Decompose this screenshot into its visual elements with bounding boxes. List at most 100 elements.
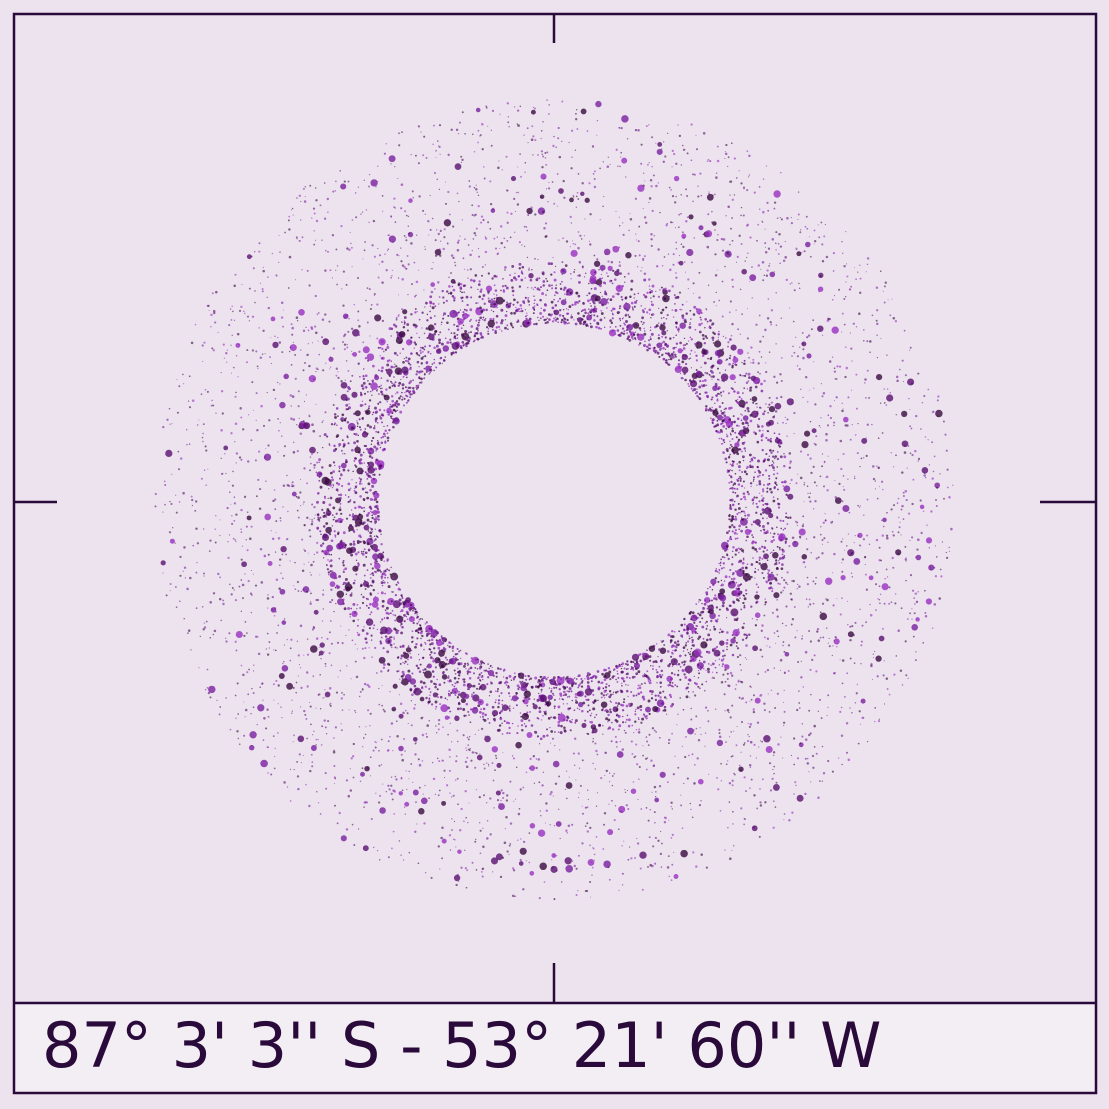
dot	[548, 318, 551, 321]
dot	[893, 673, 896, 676]
dot	[461, 699, 464, 701]
dot	[211, 292, 214, 295]
dot	[459, 662, 463, 666]
dot	[801, 637, 803, 640]
dot	[435, 344, 439, 348]
dot	[386, 368, 393, 376]
dot	[520, 175, 522, 178]
dot	[655, 324, 659, 328]
dot	[611, 295, 615, 298]
dot	[820, 221, 823, 224]
dot	[742, 558, 745, 561]
dot	[549, 726, 551, 729]
dot	[707, 670, 711, 674]
dot	[274, 551, 277, 553]
dot	[378, 569, 381, 572]
dot	[390, 335, 392, 337]
dot	[843, 323, 846, 326]
dot	[731, 653, 735, 657]
dot	[536, 735, 540, 738]
dot	[338, 443, 342, 446]
dot	[399, 410, 403, 414]
dot	[614, 333, 617, 335]
dot	[526, 312, 528, 314]
dot	[396, 253, 399, 257]
dot	[606, 272, 608, 274]
dot	[766, 559, 769, 561]
dot	[423, 367, 426, 370]
dot	[685, 362, 688, 366]
dot	[690, 647, 693, 650]
dot	[666, 330, 669, 332]
dot	[616, 720, 619, 723]
dot	[629, 213, 631, 215]
dot	[765, 403, 767, 405]
dot	[496, 667, 500, 670]
dot	[198, 667, 200, 669]
dot	[628, 702, 632, 706]
dot	[761, 572, 764, 574]
dot	[493, 302, 496, 306]
dot	[334, 804, 336, 807]
dot	[559, 287, 563, 291]
dot	[339, 427, 343, 430]
dot	[403, 357, 406, 360]
dot	[903, 451, 907, 454]
dot	[736, 463, 738, 465]
dot	[480, 672, 483, 674]
dot	[372, 477, 375, 481]
dot	[466, 869, 469, 872]
dot	[348, 387, 351, 391]
dot	[593, 287, 597, 291]
dot	[481, 274, 483, 277]
dot	[749, 482, 753, 485]
dot	[666, 698, 668, 700]
dot	[698, 397, 700, 399]
dot	[321, 533, 330, 542]
dot	[716, 358, 723, 365]
dot	[759, 804, 763, 807]
dot	[372, 509, 378, 516]
dot	[416, 823, 418, 825]
dot	[777, 533, 779, 536]
dot	[715, 291, 717, 294]
dot	[714, 660, 717, 662]
dot	[463, 291, 465, 294]
dot	[446, 341, 450, 345]
dot	[656, 351, 660, 355]
dot	[589, 275, 597, 282]
dot	[667, 633, 671, 637]
dot	[752, 710, 756, 714]
dot	[737, 547, 740, 550]
dot	[686, 640, 690, 643]
dot	[364, 487, 366, 489]
dot	[441, 362, 443, 364]
dot	[643, 272, 647, 276]
dot	[401, 387, 405, 390]
dot	[688, 385, 690, 388]
dot	[417, 615, 419, 618]
dot	[628, 718, 631, 722]
dot	[559, 731, 563, 735]
dot	[494, 329, 497, 333]
dot	[465, 338, 467, 341]
dot	[791, 618, 795, 621]
dot	[700, 311, 703, 315]
dot	[533, 323, 536, 326]
dot	[808, 496, 811, 499]
dot	[477, 676, 480, 679]
dot	[526, 711, 529, 714]
dot	[766, 517, 768, 519]
dot	[299, 478, 302, 481]
dot	[641, 334, 643, 337]
dot	[424, 685, 427, 688]
dot	[781, 553, 784, 556]
dot	[593, 314, 596, 317]
dot	[467, 663, 470, 666]
dot	[672, 316, 675, 318]
dot	[754, 547, 758, 551]
dot	[421, 618, 424, 620]
dot	[552, 737, 554, 740]
dot	[698, 659, 701, 662]
dot	[531, 287, 533, 289]
